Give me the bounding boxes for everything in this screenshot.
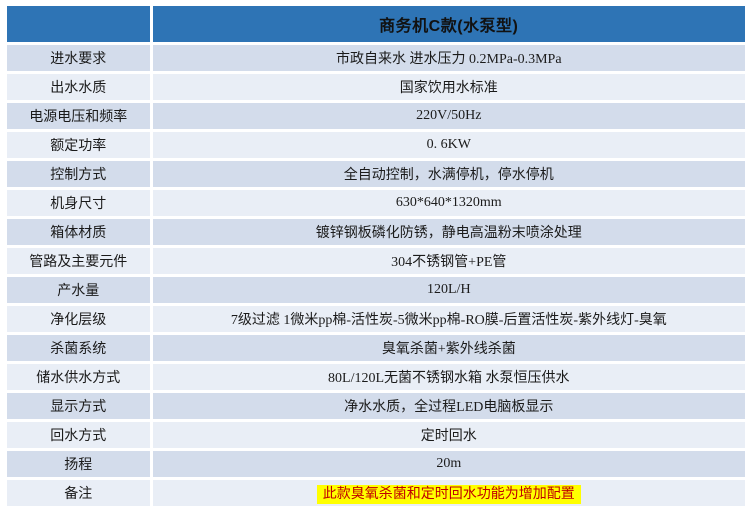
table-row: 进水要求 市政自来水 进水压力 0.2MPa-0.3MPa — [7, 45, 745, 71]
note-highlight: 此款臭氧杀菌和定时回水功能为增加配置 — [316, 485, 581, 504]
table-row: 管路及主要元件 304不锈钢管+PE管 — [7, 248, 745, 274]
row-value: 220V/50Hz — [152, 103, 745, 129]
table-row: 回水方式 定时回水 — [7, 422, 745, 448]
table-row: 显示方式 净水水质，全过程LED电脑板显示 — [7, 393, 745, 419]
table-row: 储水供水方式 80L/120L无菌不锈钢水箱 水泵恒压供水 — [7, 364, 745, 390]
table-row: 出水水质 国家饮用水标准 — [7, 74, 745, 100]
row-label: 控制方式 — [7, 161, 150, 187]
row-value: 304不锈钢管+PE管 — [152, 248, 745, 274]
row-value: 市政自来水 进水压力 0.2MPa-0.3MPa — [152, 45, 745, 71]
table-row: 备注 此款臭氧杀菌和定时回水功能为增加配置 — [7, 480, 745, 506]
row-label: 显示方式 — [7, 393, 150, 419]
table-row: 产水量 120L/H — [7, 277, 745, 303]
row-value: 全自动控制，水满停机，停水停机 — [152, 161, 745, 187]
row-label: 扬程 — [7, 451, 150, 477]
header-row: 商务机C款(水泵型) — [7, 6, 745, 42]
product-title: 商务机C款(水泵型) — [152, 6, 745, 42]
row-label: 储水供水方式 — [7, 364, 150, 390]
table-row: 扬程 20m — [7, 451, 745, 477]
row-label: 机身尺寸 — [7, 190, 150, 216]
row-label: 备注 — [7, 480, 150, 506]
table-row: 机身尺寸 630*640*1320mm — [7, 190, 745, 216]
row-label: 电源电压和频率 — [7, 103, 150, 129]
table-row: 箱体材质 镀锌钢板磷化防锈，静电高温粉末喷涂处理 — [7, 219, 745, 245]
row-value: 630*640*1320mm — [152, 190, 745, 216]
table-row: 杀菌系统 臭氧杀菌+紫外线杀菌 — [7, 335, 745, 361]
table-row: 控制方式 全自动控制，水满停机，停水停机 — [7, 161, 745, 187]
row-value: 净水水质，全过程LED电脑板显示 — [152, 393, 745, 419]
row-value: 此款臭氧杀菌和定时回水功能为增加配置 — [152, 480, 745, 506]
row-label: 管路及主要元件 — [7, 248, 150, 274]
row-label: 出水水质 — [7, 74, 150, 100]
row-label: 额定功率 — [7, 132, 150, 158]
header-corner-cell — [7, 6, 150, 42]
row-label: 杀菌系统 — [7, 335, 150, 361]
row-label: 进水要求 — [7, 45, 150, 71]
row-label: 净化层级 — [7, 306, 150, 332]
row-label: 回水方式 — [7, 422, 150, 448]
spec-table: 商务机C款(水泵型) 进水要求 市政自来水 进水压力 0.2MPa-0.3MPa 出… — [4, 3, 748, 509]
table-row: 净化层级 7级过滤 1微米pp棉-活性炭-5微米pp棉-RO膜-后置活性炭-紫外线… — [7, 306, 745, 332]
row-label: 产水量 — [7, 277, 150, 303]
row-value: 定时回水 — [152, 422, 745, 448]
row-value: 国家饮用水标准 — [152, 74, 745, 100]
row-value: 80L/120L无菌不锈钢水箱 水泵恒压供水 — [152, 364, 745, 390]
row-value: 0. 6KW — [152, 132, 745, 158]
row-label: 箱体材质 — [7, 219, 150, 245]
row-value: 臭氧杀菌+紫外线杀菌 — [152, 335, 745, 361]
table-row: 电源电压和频率 220V/50Hz — [7, 103, 745, 129]
row-value: 120L/H — [152, 277, 745, 303]
row-value: 20m — [152, 451, 745, 477]
row-value: 7级过滤 1微米pp棉-活性炭-5微米pp棉-RO膜-后置活性炭-紫外线灯-臭氧 — [152, 306, 745, 332]
spec-table-body: 进水要求 市政自来水 进水压力 0.2MPa-0.3MPa 出水水质 国家饮用水标准电… — [7, 45, 745, 506]
row-value: 镀锌钢板磷化防锈，静电高温粉末喷涂处理 — [152, 219, 745, 245]
table-row: 额定功率 0. 6KW — [7, 132, 745, 158]
